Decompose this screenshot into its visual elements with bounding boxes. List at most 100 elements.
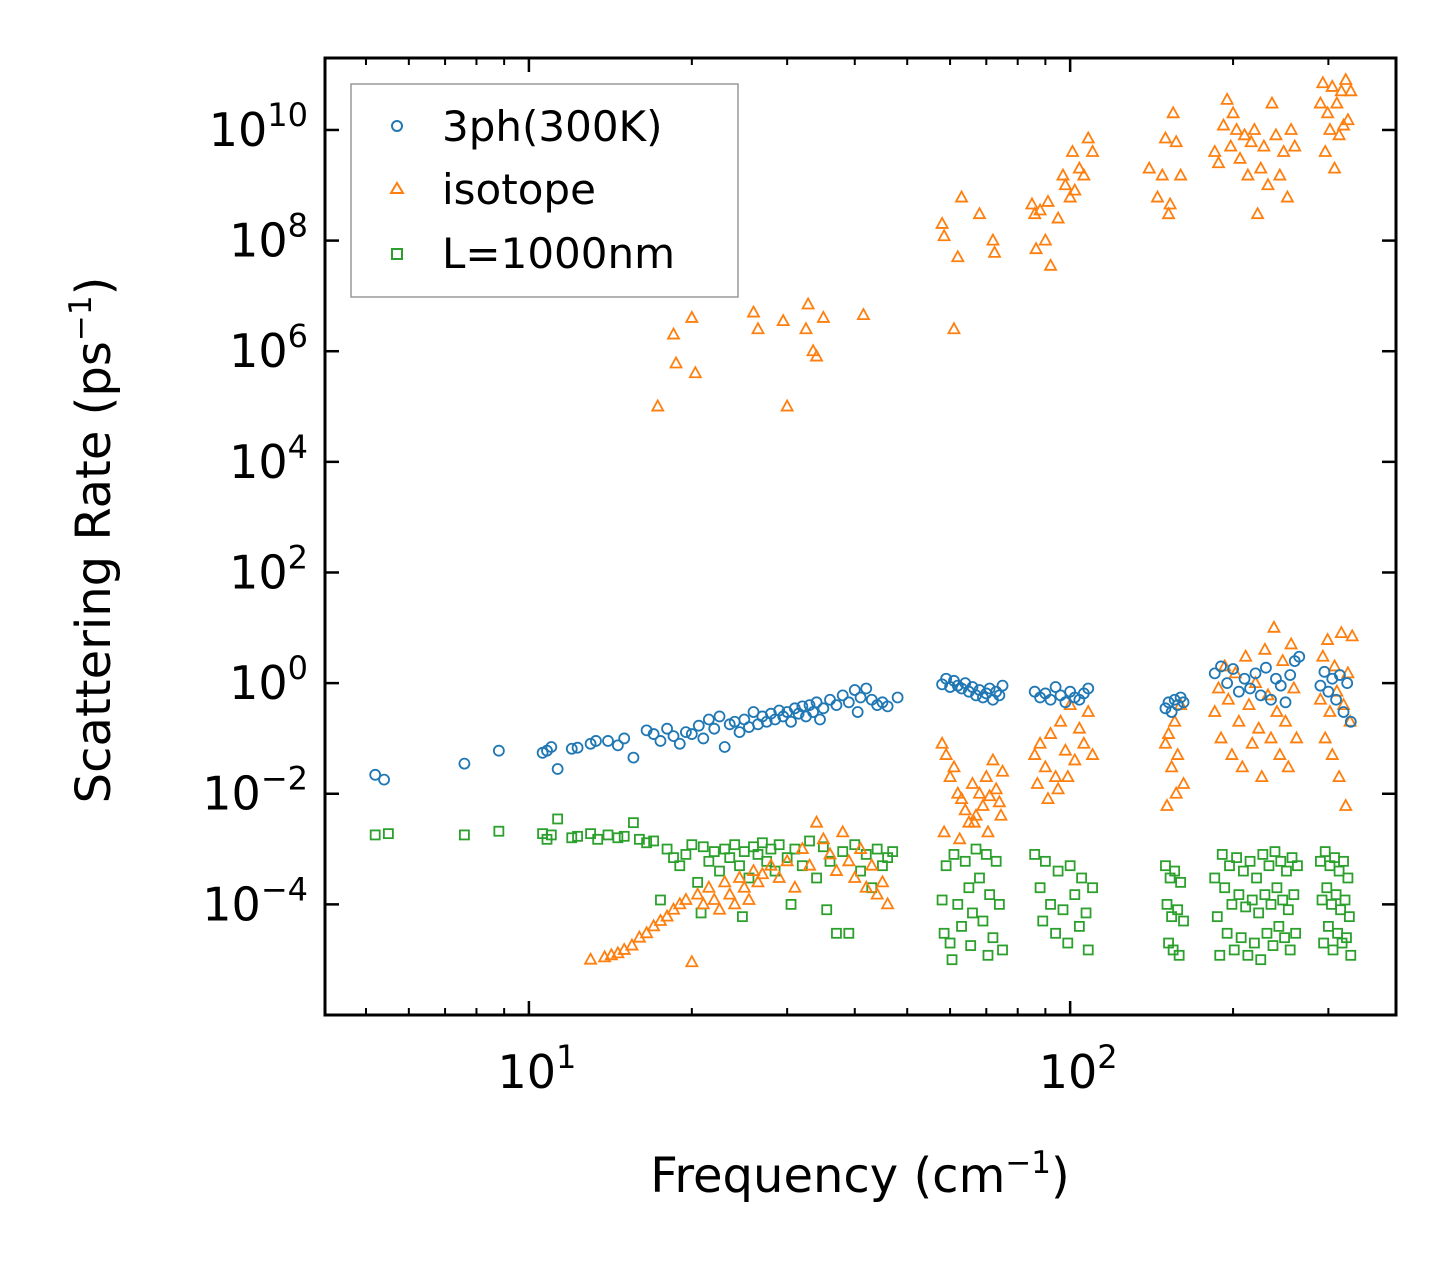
data-point-isotope	[780, 398, 795, 412]
data-point-l1000nm	[1265, 898, 1277, 910]
data-point-3ph	[983, 682, 996, 695]
data-point-3ph	[1221, 677, 1234, 690]
data-point-isotope	[1159, 798, 1175, 811]
data-point-l1000nm	[1057, 904, 1069, 916]
legend-item-3ph: 3ph(300K)	[391, 102, 662, 151]
data-point-isotope	[1334, 625, 1349, 639]
data-point-l1000nm	[1269, 846, 1281, 857]
data-point-isotope	[1281, 759, 1296, 773]
data-point-isotope	[1235, 759, 1250, 773]
x-tick-label: 101	[497, 1038, 576, 1099]
data-point-isotope	[660, 908, 675, 922]
data-point-l1000nm	[1345, 949, 1357, 961]
data-point-isotope	[802, 857, 817, 871]
data-point-l1000nm	[1244, 855, 1256, 867]
data-point-l1000nm	[1292, 860, 1303, 872]
data-point-3ph	[851, 706, 864, 718]
data-point-isotope	[1284, 122, 1299, 135]
data-point-3ph	[733, 726, 746, 739]
data-point-l1000nm	[1045, 898, 1056, 910]
data-point-l1000nm	[369, 829, 381, 841]
data-point-isotope	[1268, 127, 1283, 141]
data-point-isotope	[1320, 105, 1335, 119]
data-point-isotope	[1325, 79, 1340, 92]
data-point-isotope	[1260, 177, 1275, 191]
data-point-isotope	[1166, 105, 1181, 119]
data-point-3ph	[1344, 715, 1357, 728]
data-point-isotope	[847, 870, 862, 883]
plot-frame	[323, 56, 1398, 1017]
data-point-isotope	[1336, 697, 1351, 711]
y-tick-label: 102	[229, 538, 308, 599]
data-point-isotope	[1085, 747, 1100, 760]
data-point-isotope	[859, 879, 874, 893]
data-point-isotope	[856, 307, 871, 320]
data-point-isotope	[1263, 730, 1279, 744]
data-point-3ph	[647, 728, 660, 740]
data-point-isotope	[780, 853, 795, 867]
data-point-l1000nm	[970, 843, 982, 855]
data-point-isotope	[1286, 680, 1301, 694]
data-point-isotope	[1272, 167, 1287, 181]
data-point-l1000nm	[1284, 944, 1296, 956]
data-point-3ph	[1254, 689, 1267, 702]
data-point-isotope	[701, 879, 716, 893]
data-point-isotope	[1053, 713, 1068, 727]
data-point-isotope	[1067, 182, 1082, 196]
data-point-isotope	[1322, 704, 1337, 717]
data-point-isotope	[972, 206, 987, 220]
data-point-l1000nm	[817, 841, 829, 853]
data-point-l1000nm	[1342, 872, 1354, 884]
data-point-l1000nm	[552, 813, 564, 825]
legend-marker-triangle	[389, 181, 405, 194]
data-point-isotope	[1264, 95, 1279, 109]
data-point-isotope	[1334, 83, 1349, 97]
data-point-isotope	[669, 355, 684, 369]
data-point-3ph	[817, 702, 830, 715]
data-point-isotope	[1247, 122, 1262, 135]
data-point-l1000nm	[990, 855, 1002, 867]
data-point-isotope	[816, 310, 831, 323]
data-point-l1000nm	[738, 846, 750, 857]
data-point-isotope	[1048, 769, 1063, 782]
data-point-3ph	[1054, 689, 1067, 702]
data-point-isotope	[1315, 75, 1330, 89]
series-triangle	[583, 72, 1360, 968]
data-point-l1000nm	[1069, 889, 1081, 901]
data-point-isotope	[965, 776, 980, 789]
series-square	[369, 813, 1357, 966]
data-point-l1000nm	[1279, 932, 1290, 944]
data-point-l1000nm	[459, 829, 470, 841]
data-point-l1000nm	[756, 837, 768, 849]
data-point-isotope	[1269, 704, 1284, 717]
data-point-isotope	[624, 937, 639, 951]
data-point-isotope	[1220, 92, 1235, 105]
data-point-isotope	[946, 321, 961, 335]
data-point-l1000nm	[714, 865, 725, 877]
data-point-isotope	[816, 831, 831, 845]
legend-frame	[350, 83, 739, 298]
data-point-isotope	[801, 296, 816, 310]
data-point-l1000nm	[602, 829, 614, 841]
data-point-isotope	[684, 954, 699, 968]
data-point-isotope	[989, 781, 1004, 795]
data-point-isotope	[741, 892, 756, 905]
data-point-isotope	[1081, 704, 1096, 717]
data-point-isotope	[943, 769, 958, 782]
data-point-l1000nm	[1166, 911, 1178, 923]
data-point-3ph	[1082, 682, 1095, 695]
data-point-3ph	[1159, 702, 1172, 715]
data-point-l1000nm	[1160, 860, 1171, 872]
data-point-l1000nm	[952, 898, 964, 910]
data-point-isotope	[684, 310, 699, 323]
data-point-l1000nm	[1339, 894, 1351, 906]
data-point-l1000nm	[1281, 865, 1292, 877]
y-axis-title: Scattering Rate (ps−1)	[63, 277, 122, 804]
data-point-l1000nm	[1221, 927, 1233, 939]
data-point-l1000nm	[493, 825, 505, 837]
data-point-3ph	[673, 737, 686, 750]
legend-label-isotope: isotope	[442, 165, 596, 214]
data-point-3ph	[1232, 685, 1245, 698]
data-point-l1000nm	[668, 852, 679, 864]
data-point-l1000nm	[1076, 872, 1088, 884]
